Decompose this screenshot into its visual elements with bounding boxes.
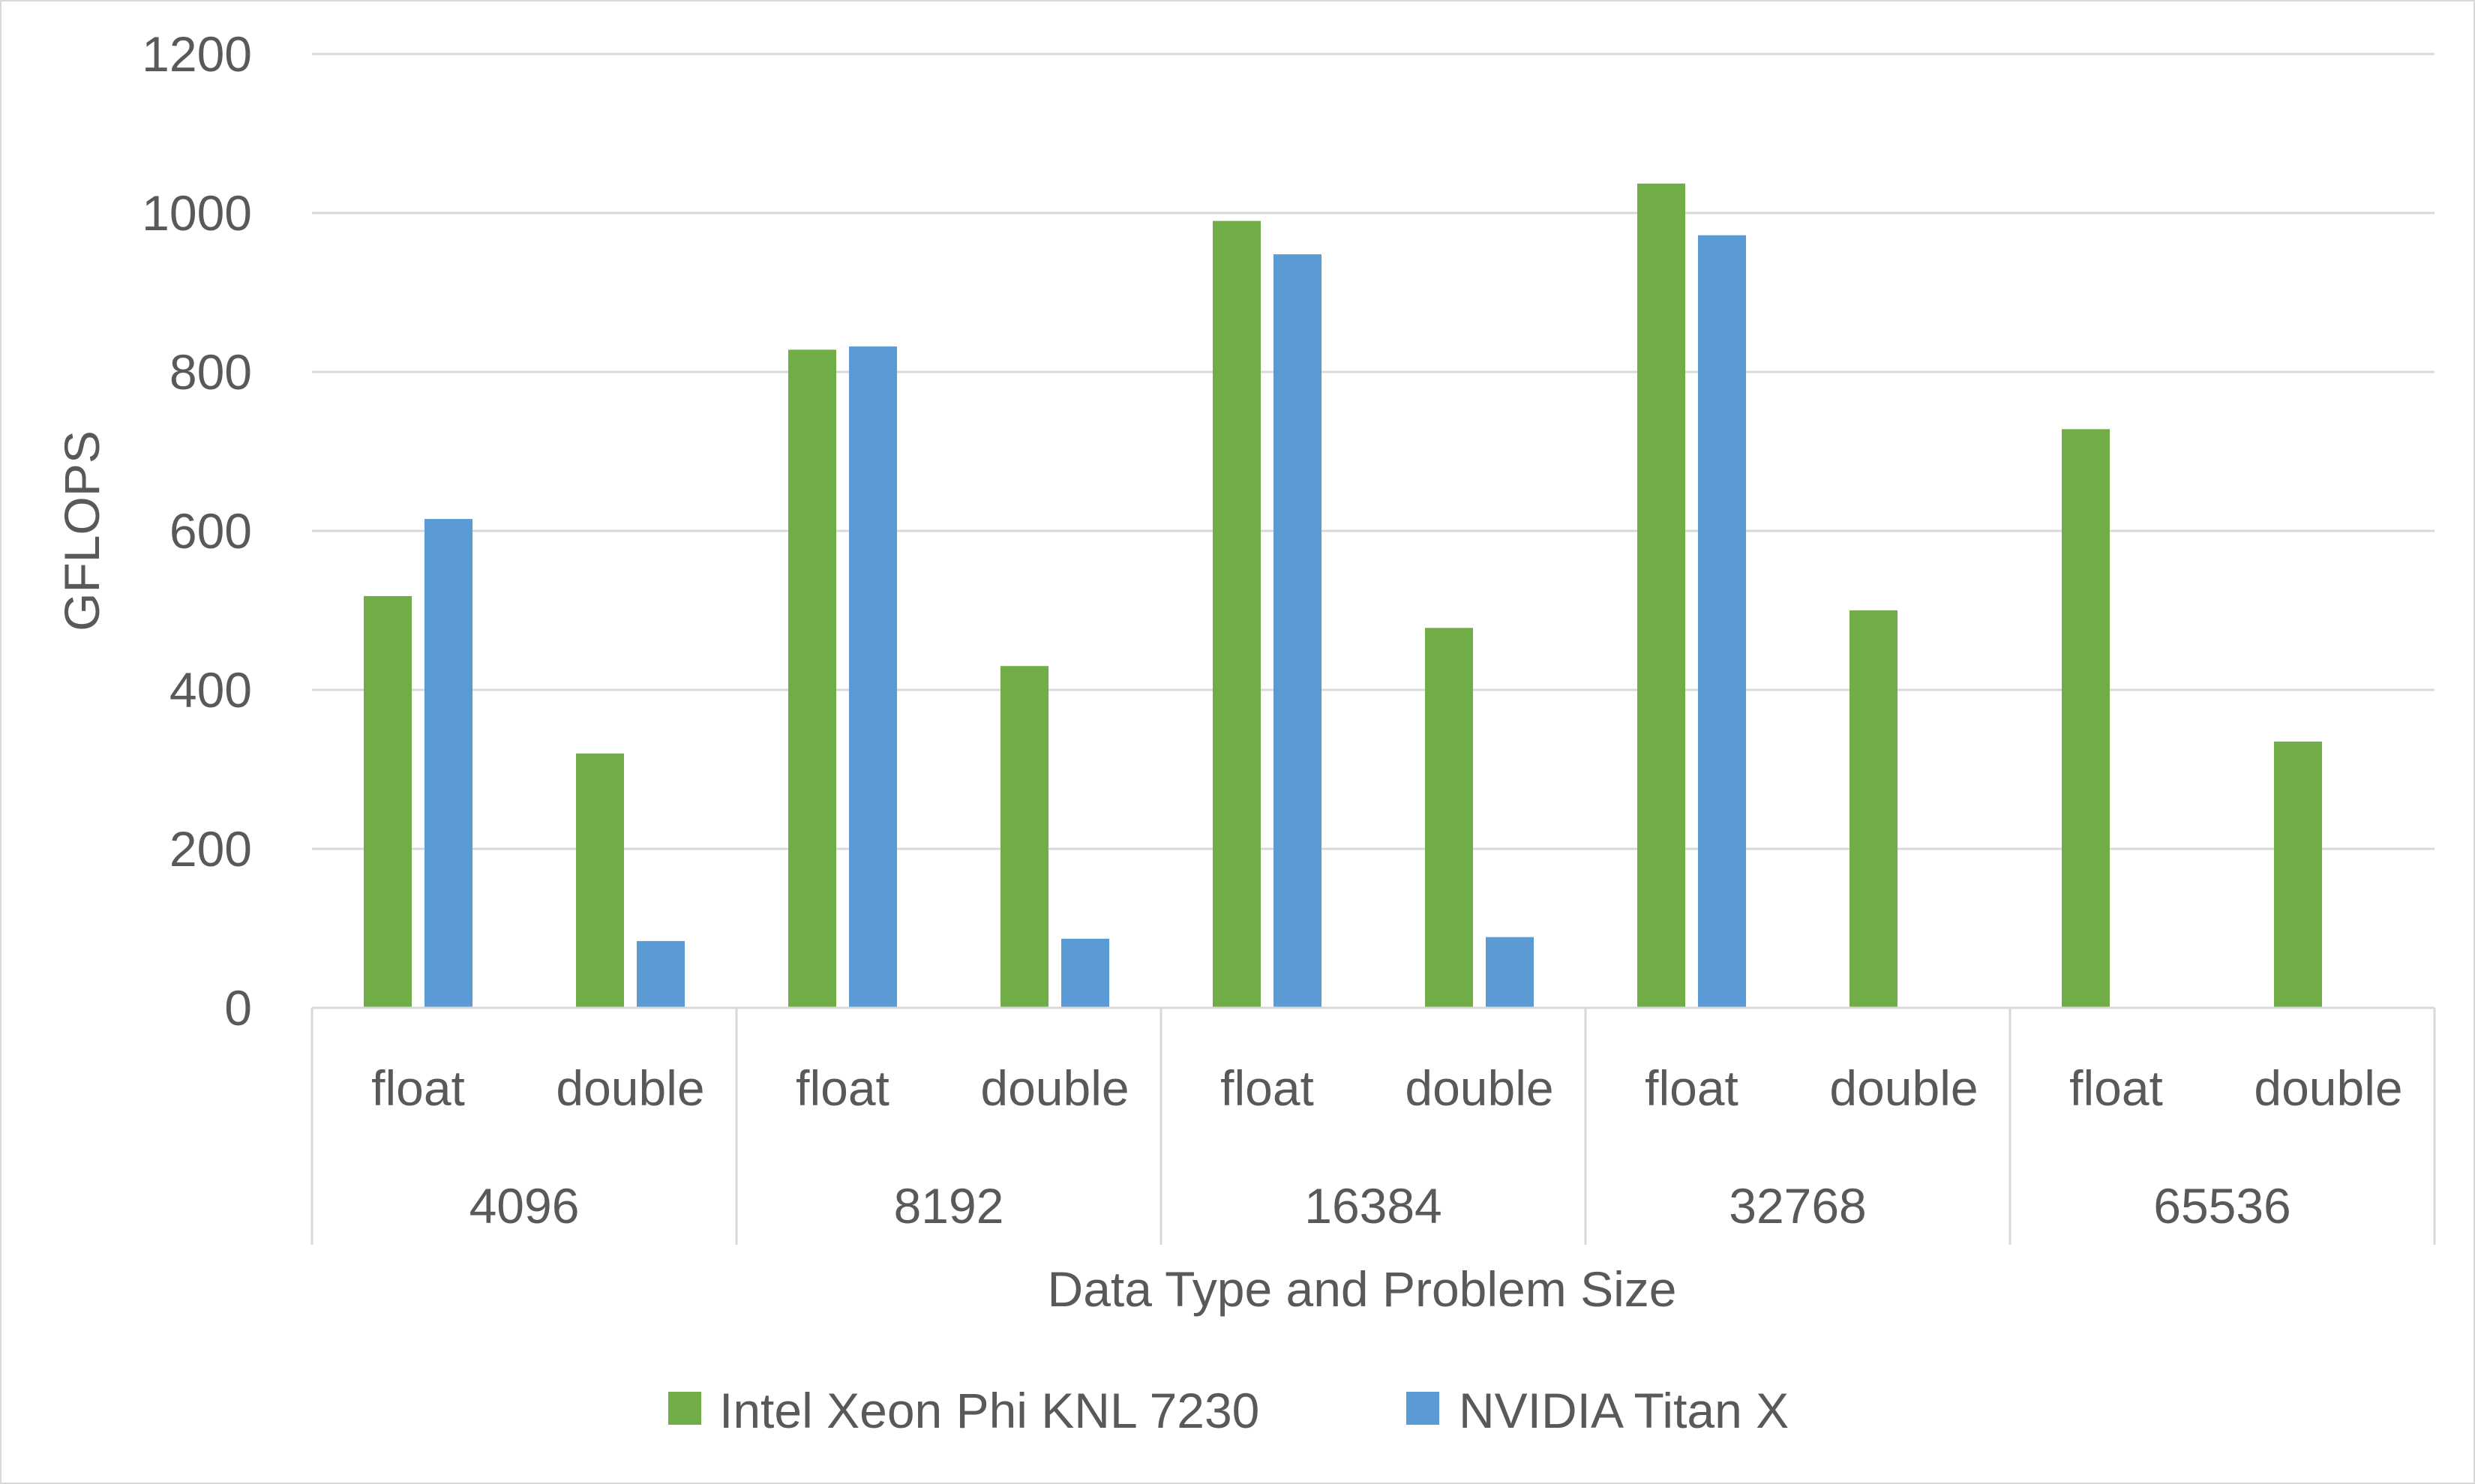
bar-intel-3	[1000, 666, 1048, 1008]
bar-intel-2	[788, 349, 836, 1008]
y-tick-label: 800	[170, 344, 252, 400]
x-tick-label-double: double	[980, 1060, 1129, 1116]
legend-label-nvidia: NVIDIA Titan X	[1459, 1383, 1789, 1438]
bar-nvidia-2	[849, 346, 897, 1009]
bar-intel-0	[364, 595, 412, 1008]
y-tick-label: 0	[224, 980, 252, 1036]
bar-nvidia-0	[424, 519, 472, 1008]
x-tick-label-double: double	[1405, 1060, 1553, 1116]
x-tick-label-float: float	[371, 1060, 465, 1116]
x-group-label: 32768	[1729, 1178, 1867, 1234]
bar-intel-7	[1850, 610, 1898, 1008]
x-tick-label-double: double	[2254, 1060, 2402, 1116]
gridlines	[312, 52, 2434, 1009]
x-group-label: 8192	[894, 1178, 1004, 1234]
legend-swatch-intel	[668, 1392, 701, 1425]
bar-nvidia-5	[1486, 937, 1534, 1008]
bars	[364, 183, 2322, 1009]
y-axis-tick-labels: 0 200 400 600 800 1000 1200	[142, 26, 252, 1036]
legend: Intel Xeon Phi KNL 7230 NVIDIA Titan X	[668, 1383, 1789, 1438]
y-tick-label: 200	[170, 821, 252, 877]
bar-nvidia-3	[1061, 938, 1109, 1008]
y-tick-label: 400	[170, 662, 252, 718]
x-axis	[310, 1006, 2436, 1245]
legend-label-intel: Intel Xeon Phi KNL 7230	[719, 1383, 1259, 1438]
bar-intel-4	[1213, 220, 1261, 1009]
bar-intel-5	[1425, 628, 1473, 1008]
y-tick-label: 600	[170, 503, 252, 559]
bar-intel-8	[2062, 429, 2110, 1008]
x-tick-label-double: double	[556, 1060, 704, 1116]
bar-nvidia-6	[1698, 235, 1746, 1009]
bar-intel-6	[1637, 183, 1685, 1008]
x-axis-label: Data Type and Problem Size	[1048, 1261, 1677, 1317]
bar-nvidia-1	[637, 940, 685, 1008]
y-tick-label: 1000	[142, 185, 252, 241]
x-tick-label-float: float	[796, 1060, 890, 1116]
x-tick-label-double: double	[1829, 1060, 1978, 1116]
y-tick-label: 1200	[142, 26, 252, 82]
x-axis-tick-labels: float double float double float double float do…	[371, 1060, 2402, 1234]
bar-intel-1	[576, 753, 624, 1008]
legend-swatch-nvidia	[1406, 1392, 1439, 1425]
x-group-label: 16384	[1304, 1178, 1442, 1234]
bar-intel-9	[2274, 741, 2322, 1008]
x-tick-label-float: float	[1220, 1060, 1314, 1116]
bar-nvidia-4	[1274, 254, 1322, 1008]
x-tick-label-float: float	[1645, 1060, 1738, 1116]
x-group-label: 4096	[470, 1178, 580, 1234]
x-tick-label-float: float	[2069, 1060, 2163, 1116]
y-axis-label: GFLOPS	[54, 430, 110, 631]
x-group-label: 65536	[2153, 1178, 2291, 1234]
